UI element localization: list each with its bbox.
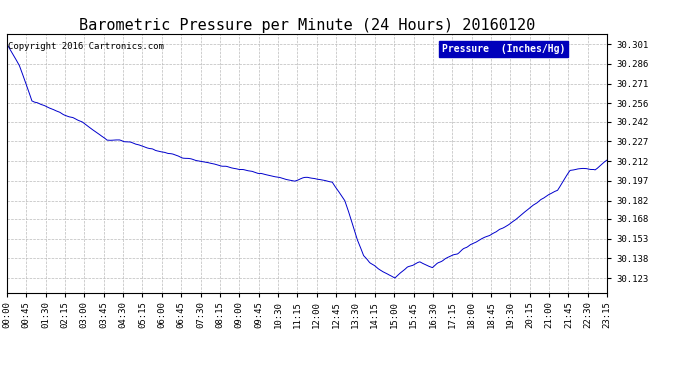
Text: Pressure  (Inches/Hg): Pressure (Inches/Hg): [442, 44, 566, 54]
Text: Copyright 2016 Cartronics.com: Copyright 2016 Cartronics.com: [8, 42, 164, 51]
Title: Barometric Pressure per Minute (24 Hours) 20160120: Barometric Pressure per Minute (24 Hours…: [79, 18, 535, 33]
